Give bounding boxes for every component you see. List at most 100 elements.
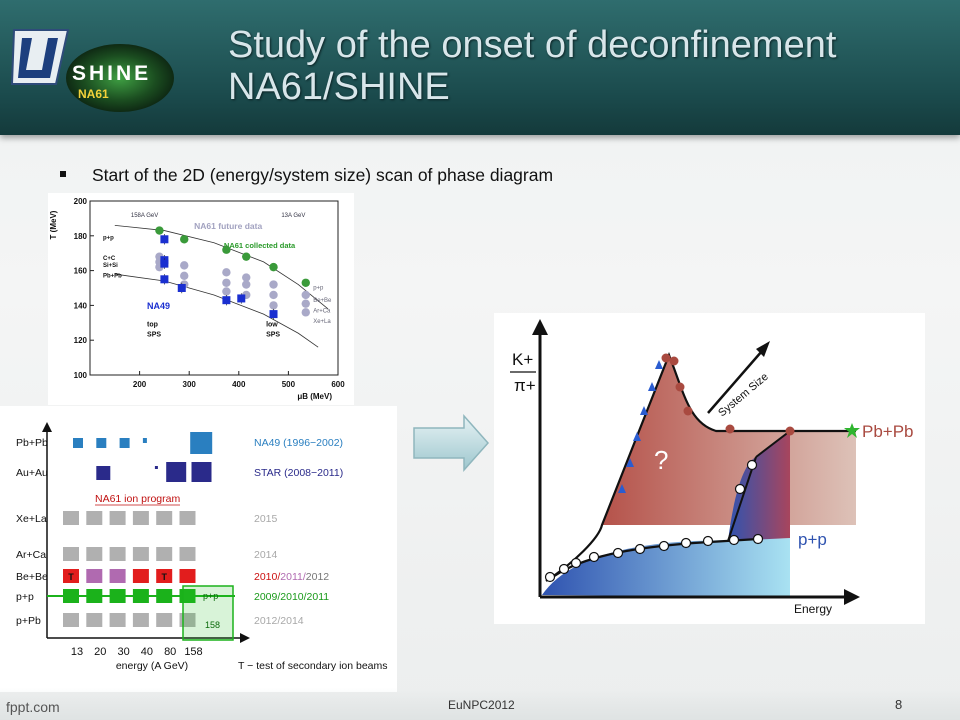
white-point — [746, 459, 758, 471]
white-point — [658, 540, 670, 552]
legend-label: STAR (2008−2011) — [254, 467, 343, 479]
collected-point — [301, 278, 310, 287]
x-tick-label: 200 — [133, 380, 147, 389]
footer-brand: fppt.com — [6, 699, 60, 715]
white-point — [680, 537, 692, 549]
grey-cell — [86, 511, 103, 525]
x-category-label: 13 — [71, 646, 83, 658]
grey-cell — [86, 547, 103, 561]
legend-label-multi: 2010/2011/2012 — [254, 571, 329, 583]
future-point — [180, 261, 189, 270]
x-category-label: 30 — [117, 646, 129, 658]
shine-logo: SHINE NA61 — [10, 29, 174, 112]
system-label-right: Be+Be — [313, 298, 332, 304]
x-arrow-icon — [844, 589, 860, 605]
lower-curve — [114, 273, 319, 348]
na49-cell — [119, 438, 130, 448]
red-point — [785, 426, 795, 436]
pp-label: p+p — [798, 530, 827, 549]
blue-triangle-point — [618, 484, 626, 493]
bebe-cell — [86, 569, 103, 583]
y-axis-label-bottom: π+ — [514, 376, 536, 395]
red-point — [725, 424, 735, 434]
collected-point — [222, 245, 231, 254]
na49-point — [177, 284, 186, 292]
future-point — [242, 280, 251, 289]
x-tick-label: 400 — [232, 380, 246, 389]
white-point — [544, 571, 556, 583]
legend-label: 2009/2010/2011 — [254, 591, 329, 603]
red-point — [675, 382, 685, 392]
y-tick-label: 160 — [74, 267, 88, 276]
y-axis-label-top: K+ — [512, 350, 533, 369]
system-label-right: p+p — [313, 286, 324, 292]
blue-triangle-point — [640, 406, 648, 415]
box-label-pp: p+p — [203, 591, 218, 601]
annotation-top-sps: top — [147, 321, 158, 328]
system-label-right: Xe+La — [313, 319, 331, 325]
white-point — [558, 563, 570, 575]
title-line-1: Study of the onset of deconfinement — [228, 24, 837, 66]
system-label-left: Si+Si — [103, 263, 118, 269]
pbpb-label: Pb+Pb — [862, 422, 914, 441]
blue-triangle-point — [626, 458, 634, 467]
collected-point — [269, 262, 278, 272]
x-category-label: 40 — [141, 646, 153, 658]
y-tick-label: 140 — [74, 301, 88, 310]
x-axis-label: energy (A GeV) — [116, 660, 188, 672]
na49-point — [160, 235, 169, 244]
future-point — [269, 290, 278, 300]
row-label: Be+Be — [16, 571, 48, 583]
box-label-158: 158 — [205, 620, 220, 630]
phase-diagram-chart: 200 300 400 500 600 100 120 140 160 180 200 T (MeV)… — [48, 193, 354, 405]
na49-point — [237, 294, 246, 303]
blue-triangle-point — [648, 382, 656, 391]
future-point — [301, 308, 310, 317]
future-point — [301, 290, 310, 300]
collected-point — [155, 226, 164, 235]
footer-event: EuNPC2012 — [448, 698, 515, 712]
na49-cell — [190, 432, 213, 454]
na49-cell — [142, 438, 147, 443]
system-size-arrow-icon — [756, 341, 770, 357]
bebe-cell — [179, 569, 196, 583]
future-point — [222, 287, 231, 296]
title-line-2: NA61/SHINE — [228, 66, 450, 108]
y-arrow-icon — [532, 319, 548, 335]
grey-cell — [156, 613, 173, 627]
top-label: 158A GeV — [131, 213, 158, 219]
legend-label: 2015 — [254, 513, 278, 525]
blue-triangle-point — [655, 360, 663, 369]
question-mark: ? — [654, 445, 668, 475]
annotation-na49: NA49 — [147, 301, 170, 311]
green-star-icon — [844, 423, 860, 438]
y-tick-label: 120 — [74, 336, 88, 345]
grey-cell — [132, 547, 149, 561]
bullet-item: Start of the 2D (energy/system size) sca… — [60, 165, 553, 186]
white-point — [728, 534, 740, 546]
test-beam-note: T − test of secondary ion beams — [238, 660, 388, 672]
bullet-marker — [60, 171, 66, 178]
bebe-cell — [132, 569, 149, 583]
star-cell — [191, 462, 212, 482]
grey-cell — [132, 511, 149, 525]
white-point — [734, 483, 746, 495]
collected-point — [180, 235, 189, 244]
white-point — [570, 557, 582, 569]
future-point — [269, 301, 278, 310]
legend-label: 2012/2014 — [254, 615, 304, 627]
x-tick-label: 600 — [331, 380, 345, 389]
x-axis-label: μB (MeV) — [297, 392, 332, 401]
future-point — [180, 271, 189, 281]
annotation-top-sps-2: SPS — [147, 332, 161, 339]
bebe-cell — [63, 569, 79, 583]
grey-cell — [109, 511, 126, 525]
na49-cell — [96, 438, 107, 448]
ion-program-chart: Pb+Pb Au+Au Xe+La Ar+Ca Be+Be p+p p+Pb 13 20 30 40… — [0, 406, 397, 692]
na49-point — [222, 296, 231, 305]
white-point — [634, 543, 646, 555]
plot-frame — [89, 200, 339, 376]
red-point — [669, 356, 679, 366]
x-category-label: 158 — [184, 646, 202, 658]
